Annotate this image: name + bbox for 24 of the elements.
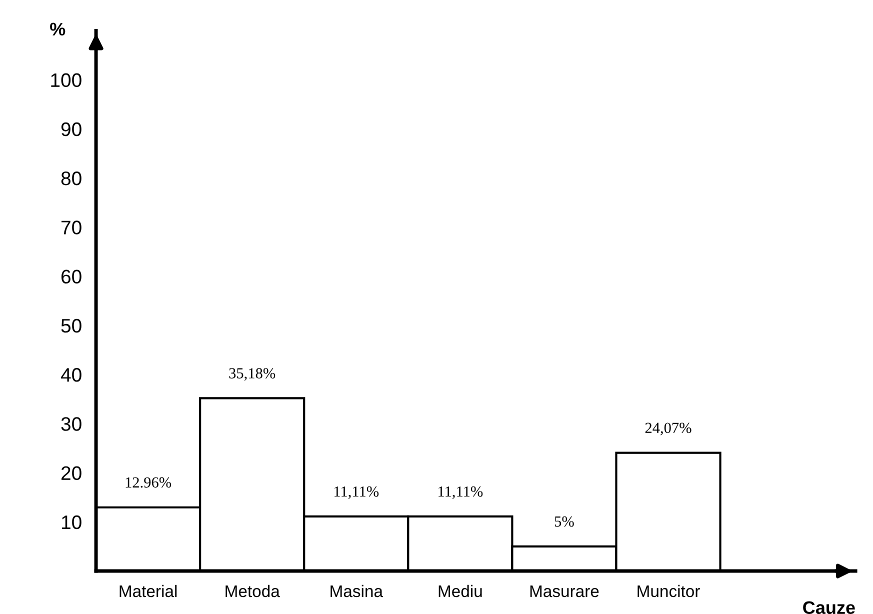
y-tick-label: 90 xyxy=(61,122,82,136)
x-tick-label: Masurare xyxy=(530,586,599,598)
y-tick-label: 70 xyxy=(62,220,82,234)
x-tick-label: Metoda xyxy=(226,584,280,598)
x-tick-label: Mediu xyxy=(438,584,482,598)
y-tick-label: 80 xyxy=(61,172,82,186)
y-tick-label: 100 xyxy=(51,73,82,88)
x-tick-label: Material xyxy=(120,584,177,598)
y-tick-label: 60 xyxy=(62,270,82,284)
data-label: 35,18% xyxy=(229,368,276,381)
y-axis-title: % xyxy=(50,22,66,36)
y-tick-label: 50 xyxy=(61,318,82,333)
data-label: 11,11% xyxy=(334,486,379,499)
x-tick-label: Muncitor xyxy=(638,584,700,598)
data-label: 5% xyxy=(554,516,574,527)
x-tick-label: Masina xyxy=(330,584,383,598)
y-tick-label: 40 xyxy=(60,368,82,382)
data-label: 12.96% xyxy=(126,477,172,488)
data-label: 24,07% xyxy=(645,422,692,436)
y-tick-label: 20 xyxy=(61,466,82,480)
data-label: 11,11% xyxy=(438,486,483,499)
y-tick-label: 30 xyxy=(61,417,82,431)
y-tick-label: 10 xyxy=(62,515,82,530)
x-axis-title: Cauze xyxy=(803,601,855,614)
